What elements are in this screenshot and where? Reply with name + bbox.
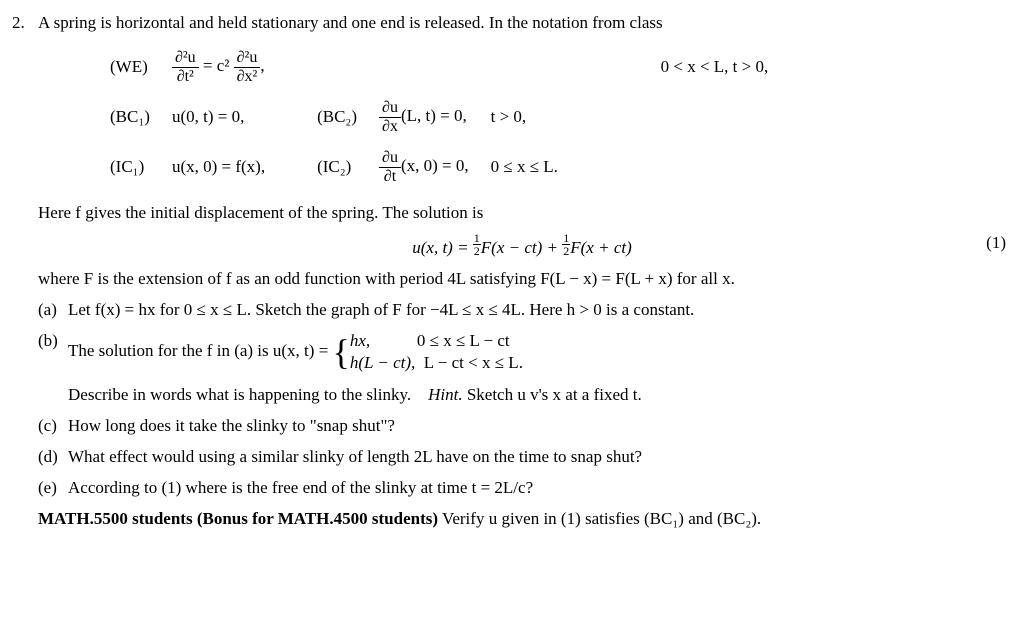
part-c: (c) How long does it take the slinky to …	[38, 415, 1006, 438]
bc-condition: t > 0,	[481, 93, 779, 141]
part-a-label: (a)	[38, 299, 68, 322]
part-b: (b) The solution for the f in (a) is u(x…	[38, 330, 1006, 407]
part-e: (e) According to (1) where is the free e…	[38, 477, 1006, 500]
we-equation: ∂²u∂t² = c² ∂²u∂x²,	[162, 43, 479, 91]
bc2-eq: ∂u∂x(L, t) = 0,	[369, 93, 479, 141]
bc2-label: (BC₂)	[277, 93, 367, 141]
ic2-eq: ∂u∂t(x, 0) = 0,	[369, 143, 479, 191]
part-d-label: (d)	[38, 446, 68, 469]
part-c-text: How long does it take the slinky to "sna…	[68, 415, 1006, 438]
part-e-text: According to (1) where is the free end o…	[68, 477, 1006, 500]
we-label: (WE)	[100, 43, 160, 91]
part-b-body: The solution for the f in (a) is u(x, t)…	[68, 330, 1006, 407]
ic2-label: (IC₂)	[277, 143, 367, 191]
part-e-label: (e)	[38, 477, 68, 500]
ic1-label: (IC₁)	[100, 143, 160, 191]
problem-row: 2. A spring is horizontal and held stati…	[12, 12, 1006, 539]
part-d-text: What effect would using a similar slinky…	[68, 446, 1006, 469]
here-text: Here f gives the initial displacement of…	[38, 202, 1006, 225]
we-condition: 0 < x < L, t > 0,	[481, 43, 779, 91]
bc1-eq: u(0, t) = 0,	[162, 93, 275, 141]
ic1-eq: u(x, 0) = f(x),	[162, 143, 275, 191]
part-d: (d) What effect would using a similar sl…	[38, 446, 1006, 469]
part-a-text: Let f(x) = hx for 0 ≤ x ≤ L. Sketch the …	[68, 299, 1006, 322]
bc1-label: (BC₁)	[100, 93, 160, 141]
bonus-text: Verify u given in (1) satisfies (BC₁) an…	[438, 509, 761, 528]
solution-equation: u(x, t) = 12F(x − ct) + 12F(x + ct) (1)	[38, 232, 1006, 260]
problem-number: 2.	[12, 12, 38, 35]
part-c-label: (c)	[38, 415, 68, 438]
bonus-bold: MATH.5500 students (Bonus for MATH.4500 …	[38, 509, 438, 528]
equation-number: (1)	[986, 232, 1006, 255]
equation-system: (WE) ∂²u∂t² = c² ∂²u∂x², 0 < x < L, t > …	[98, 41, 780, 194]
ic-condition: 0 ≤ x ≤ L.	[481, 143, 779, 191]
part-b-label: (b)	[38, 330, 68, 407]
where-text: where F is the extension of f as an odd …	[38, 268, 1006, 291]
bonus-line: MATH.5500 students (Bonus for MATH.4500 …	[38, 508, 1006, 531]
cases-brace-icon: { hx, 0 ≤ x ≤ L − ct h(L − ct), L − ct <…	[333, 330, 523, 374]
problem-content: A spring is horizontal and held stationa…	[38, 12, 1006, 539]
part-b-describe: Describe in words what is happening to t…	[68, 384, 1006, 407]
part-a: (a) Let f(x) = hx for 0 ≤ x ≤ L. Sketch …	[38, 299, 1006, 322]
intro-text: A spring is horizontal and held stationa…	[38, 12, 1006, 35]
